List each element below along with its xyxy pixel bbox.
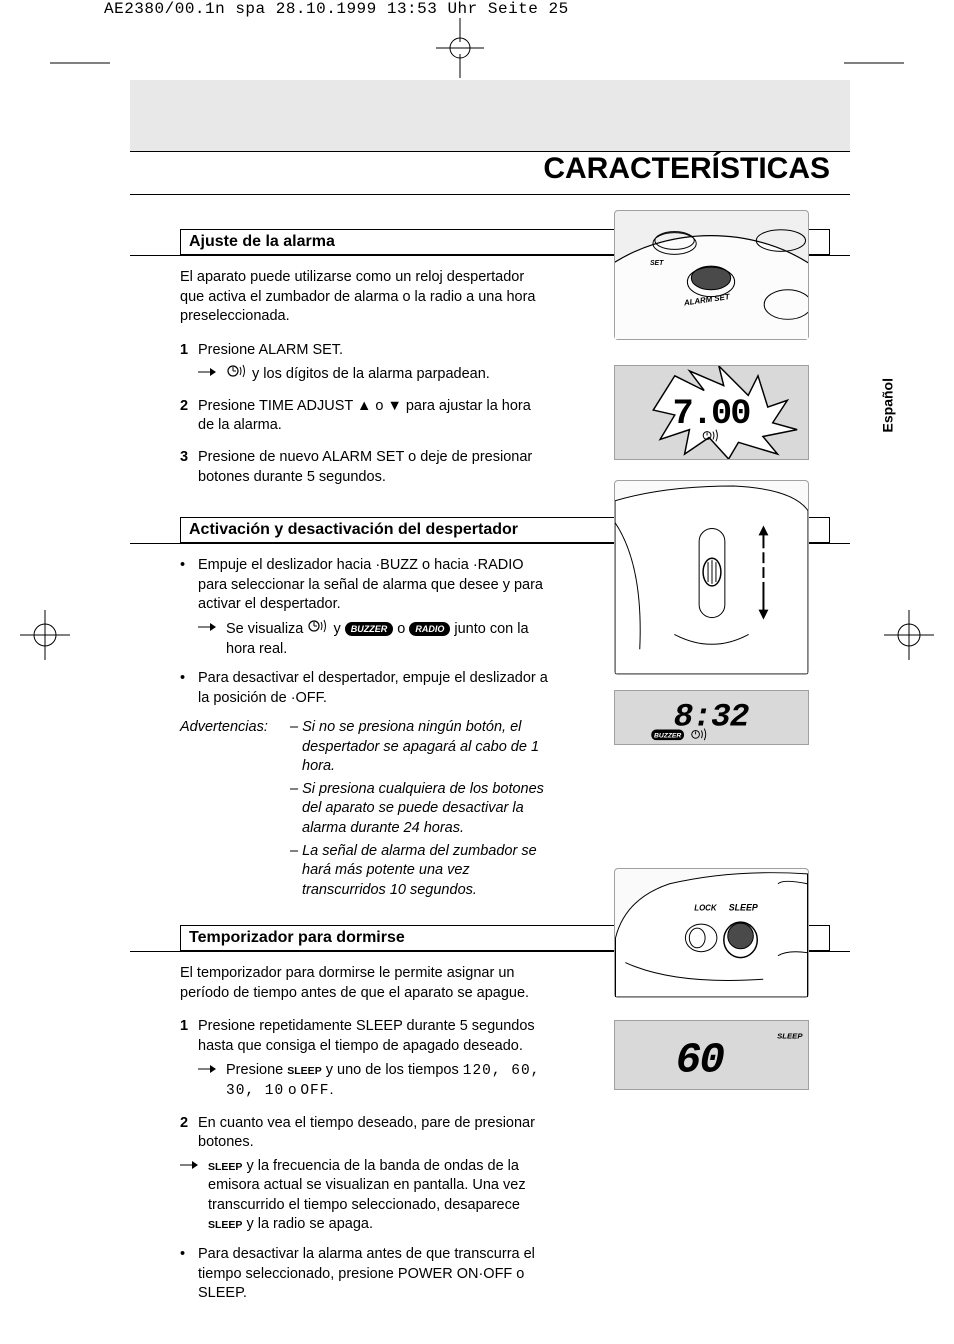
bullet: • Para desactivar el despertador, empuje…: [180, 669, 550, 708]
notice-item: – Si presiona cualquiera de los botones …: [290, 780, 550, 839]
notice-item: – La señal de alarma del zumbador se har…: [290, 842, 550, 901]
sub-end: .: [329, 1082, 333, 1098]
figure-sleep-button: LOCK SLEEP: [614, 868, 809, 998]
figure-time-700: 7.00: [614, 365, 809, 460]
arrow-icon: [180, 1157, 198, 1235]
bullet-dot: •: [180, 556, 198, 659]
svg-text:60: 60: [676, 1036, 725, 1085]
step-text: Presione repetidamente SLEEP durante 5 s…: [198, 1018, 535, 1054]
section3-arrow-item: SLEEP y la frecuencia de la banda de ond…: [180, 1157, 550, 1304]
step-num: 1: [180, 1017, 198, 1101]
svg-text:LOCK: LOCK: [694, 903, 718, 912]
arrow-icon: [198, 1061, 226, 1102]
page-title: CARACTERÍSTICAS: [130, 152, 850, 194]
sub-or: o: [288, 1082, 296, 1098]
sub-mid: y uno de los tiempos: [326, 1062, 459, 1078]
bullet-text: Empuje el deslizador hacia ·BUZZ o hacia…: [198, 557, 543, 612]
figure-alarm-set: SET ALARM SET: [614, 210, 809, 340]
section1-steps: 1 Presione ALARM SET. y los dígitos de l…: [180, 341, 550, 487]
final-bullet: Para desactivar la alarma antes de que t…: [198, 1245, 550, 1304]
sub-prefix: Presione: [226, 1062, 283, 1078]
bullet-dot: •: [180, 669, 198, 708]
figure-sleep-60: 60 SLEEP: [614, 1020, 809, 1090]
radio-pill: RADIO: [409, 622, 450, 636]
svg-text:SET: SET: [650, 260, 664, 267]
step-2: 2 En cuanto vea el tiempo deseado, pare …: [180, 1114, 550, 1153]
step-num: 2: [180, 397, 198, 436]
crop-tick-left-icon: [50, 60, 110, 66]
crop-tick-right-icon: [844, 60, 904, 66]
arrow-mid: y la frecuencia de la banda de ondas de …: [208, 1158, 526, 1213]
arrow-icon: [198, 364, 226, 385]
language-tab: Español: [879, 378, 895, 432]
crop-mark-right-icon: [884, 610, 934, 660]
arrow-end: y la radio se apaga.: [242, 1216, 373, 1232]
sub-mid: y: [333, 621, 340, 637]
svg-text:8:32: 8:32: [674, 699, 749, 736]
step-text: Presione ALARM SET.: [198, 342, 343, 358]
sleep-label: SLEEP: [208, 1219, 242, 1231]
sub-or: o: [397, 621, 405, 637]
doc-header: AE2380/00.1n spa 28.10.1999 13:53 Uhr Se…: [104, 0, 569, 18]
step-num: 3: [180, 448, 198, 487]
bullet-text: Para desactivar el despertador, empuje e…: [198, 669, 550, 708]
svg-text:SLEEP: SLEEP: [777, 1031, 803, 1040]
figure-slider: [614, 480, 809, 675]
step-1: 1 Presione repetidamente SLEEP durante 5…: [180, 1017, 550, 1101]
sub-prefix: Se visualiza: [226, 621, 303, 637]
step-text: Presione de nuevo ALARM SET o deje de pr…: [198, 448, 550, 487]
step-1: 1 Presione ALARM SET. y los dígitos de l…: [180, 341, 550, 385]
bullet-dot: •: [180, 1245, 198, 1304]
step-2: 2 Presione TIME ADJUST ▲ o ▼ para ajusta…: [180, 397, 550, 436]
bullet: • Para desactivar la alarma antes de que…: [180, 1245, 550, 1304]
bullet: • Empuje el deslizador hacia ·BUZZ o hac…: [180, 556, 550, 659]
sleep-label: SLEEP: [287, 1065, 321, 1077]
off-label: OFF: [300, 1083, 329, 1099]
svg-text:BUZZER: BUZZER: [654, 732, 681, 739]
crop-mark-top-icon: [430, 18, 490, 78]
notice-label: Advertencias:: [180, 718, 290, 903]
title-rule: [130, 194, 850, 195]
sleep-label: SLEEP: [208, 1161, 242, 1173]
alarm-icon: [226, 364, 248, 385]
arrow-icon: [198, 619, 226, 659]
step-num: 2: [180, 1114, 198, 1153]
alarm-icon: [307, 619, 329, 640]
section1-intro: El aparato puede utilizarse como un relo…: [180, 268, 550, 327]
step-text: En cuanto vea el tiempo deseado, pare de…: [198, 1114, 550, 1153]
step-sub: y los dígitos de la alarma parpadean.: [252, 366, 490, 382]
svg-text:7.00: 7.00: [673, 394, 751, 434]
notices: Advertencias: – Si no se presiona ningún…: [180, 718, 550, 903]
section3-intro: El temporizador para dormirse le permite…: [180, 964, 550, 1003]
figure-time-832: 8:32 BUZZER: [614, 690, 809, 745]
step-text: Presione TIME ADJUST ▲ o ▼ para ajustar …: [198, 397, 550, 436]
notice-item: – Si no se presiona ningún botón, el des…: [290, 718, 550, 777]
section3-steps: 1 Presione repetidamente SLEEP durante 5…: [180, 1017, 550, 1152]
buzzer-pill: BUZZER: [345, 622, 394, 636]
step-3: 3 Presione de nuevo ALARM SET o deje de …: [180, 448, 550, 487]
crop-mark-left-icon: [20, 610, 70, 660]
section2-bullets: • Empuje el deslizador hacia ·BUZZ o hac…: [180, 556, 550, 708]
step-num: 1: [180, 341, 198, 385]
svg-text:SLEEP: SLEEP: [729, 902, 758, 912]
